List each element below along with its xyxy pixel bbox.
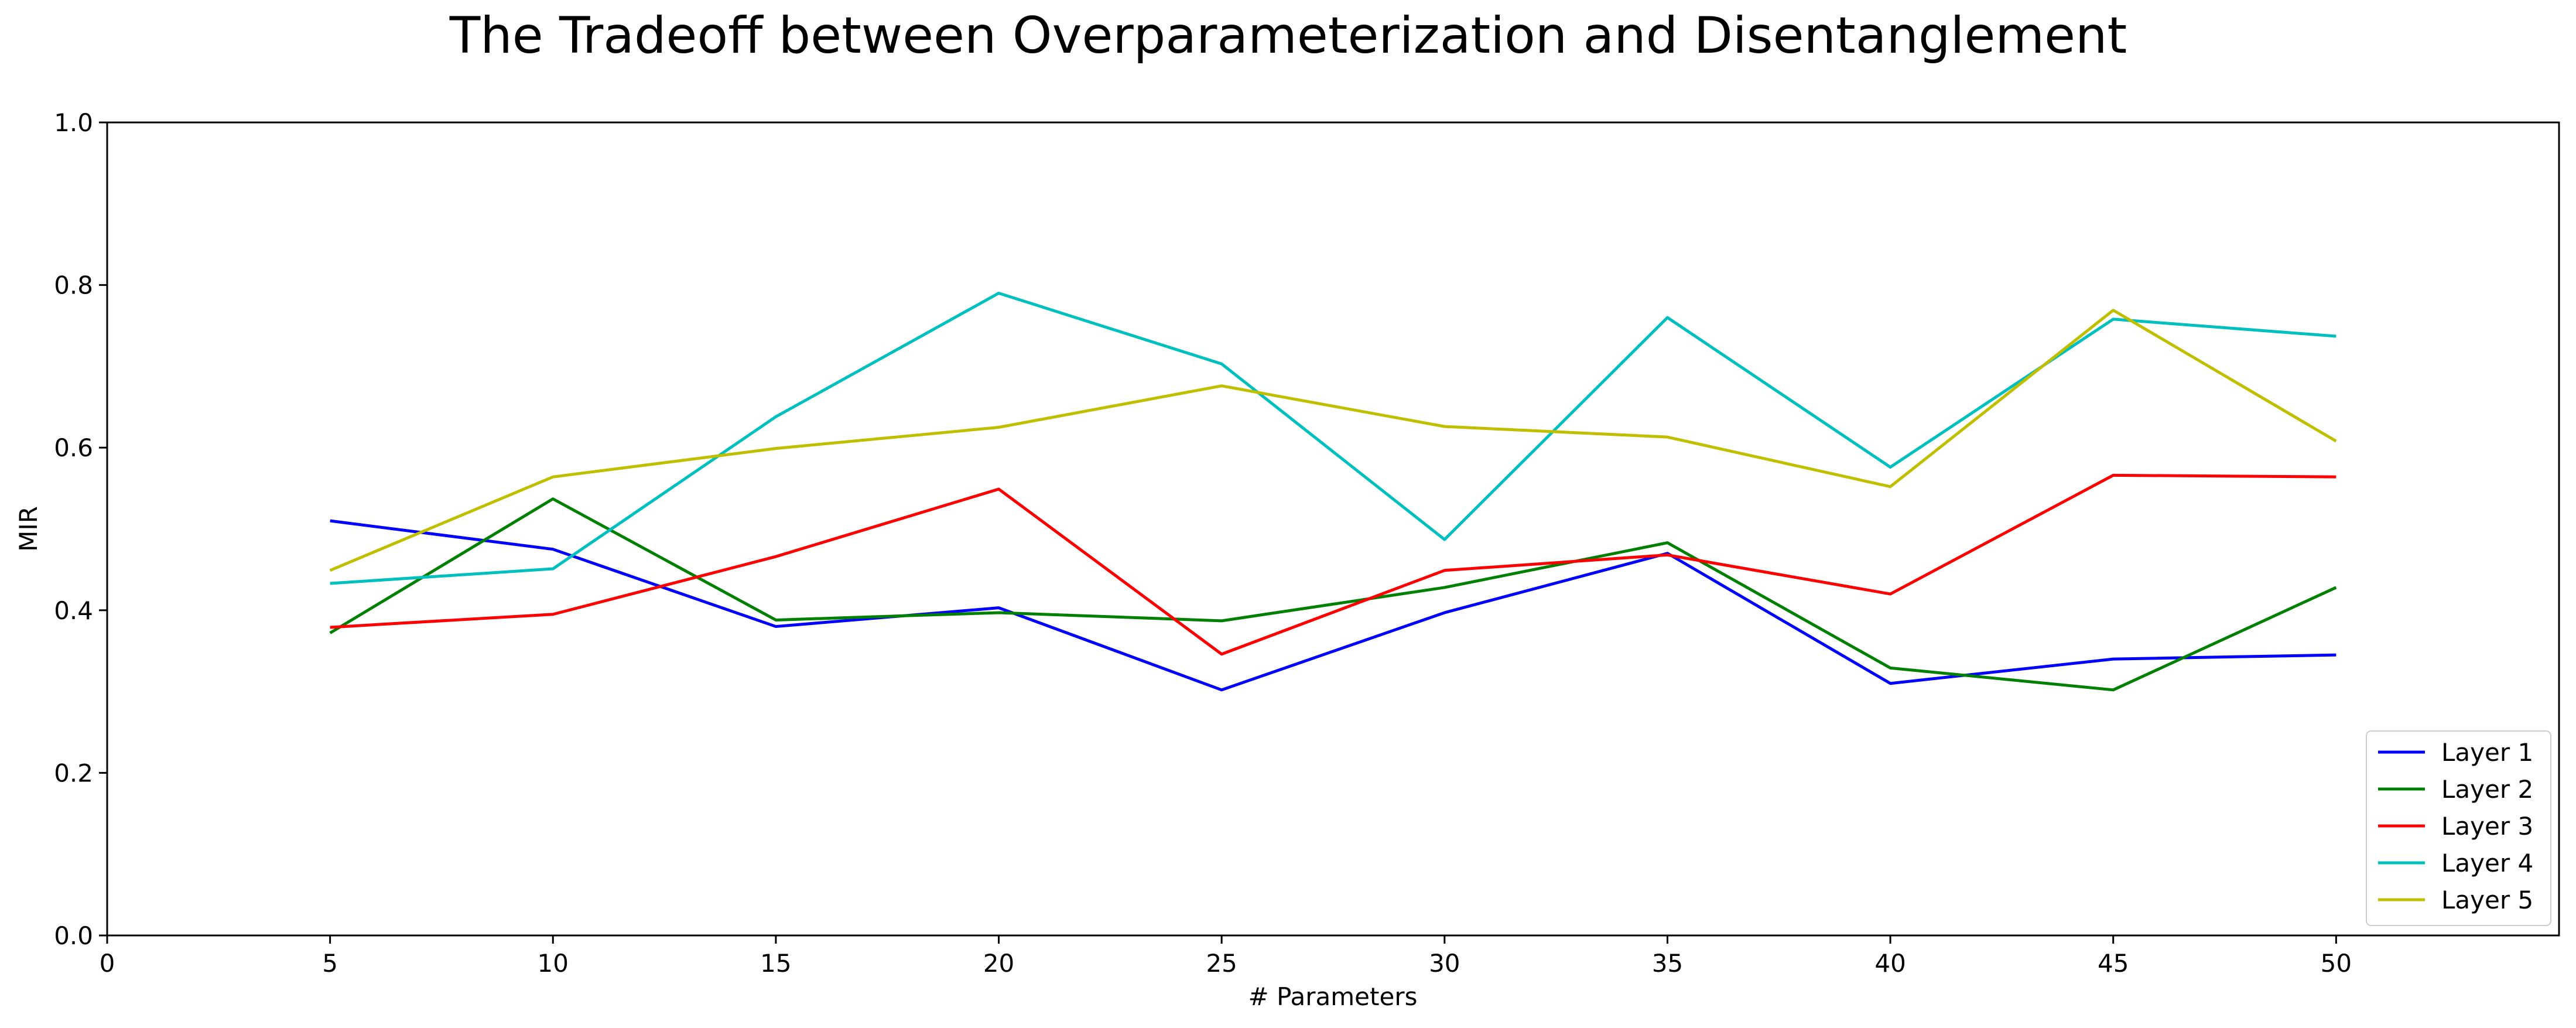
legend-box [2366, 730, 2551, 926]
x-axis-label: # Parameters [1248, 982, 1418, 1011]
series-line-layer-2 [329, 497, 2337, 692]
series-line-layer-3 [330, 473, 2336, 656]
y-tick-label: 0.0 [54, 921, 93, 950]
x-tick-label: 5 [322, 949, 338, 978]
x-tick-label: 25 [1206, 949, 1237, 978]
x-axis: 0 5 10 15 20 25 30 35 40 45 50 [100, 935, 2352, 978]
x-tick-label: 40 [1874, 949, 1906, 978]
x-tick-label: 20 [983, 949, 1014, 978]
x-tick-label: 45 [2098, 949, 2129, 978]
legend-label-layer-1: Layer 1 [2441, 738, 2533, 767]
x-tick-label: 50 [2321, 949, 2352, 978]
x-tick-label: 35 [1652, 949, 1683, 978]
series-line-layer-1 [330, 519, 2336, 692]
x-tick-label: 30 [1429, 949, 1460, 978]
series-line-layer-4 [330, 291, 2336, 585]
y-tick-label: 1.0 [54, 108, 93, 137]
y-tick-label: 0.8 [54, 271, 93, 300]
legend-label-layer-5: Layer 5 [2441, 886, 2533, 914]
legend: Layer 1 Layer 2 Layer 3 Layer 4 Layer 5 [2366, 730, 2551, 926]
y-tick-label: 0.4 [54, 596, 93, 625]
legend-label-layer-2: Layer 2 [2441, 775, 2533, 804]
x-tick-label: 0 [100, 949, 115, 978]
legend-label-layer-3: Layer 3 [2441, 812, 2533, 841]
x-tick-label: 10 [538, 949, 569, 978]
chart-title: The Tradeoff between Overparameterizatio… [449, 6, 2127, 65]
x-tick-label: 15 [760, 949, 791, 978]
y-axis-label: MIR [14, 506, 43, 552]
plot-area [329, 291, 2337, 692]
y-tick-label: 0.6 [54, 433, 93, 462]
plot-frame [106, 121, 2560, 937]
y-tick-label: 0.2 [54, 759, 93, 787]
legend-label-layer-4: Layer 4 [2441, 849, 2533, 877]
y-axis: 0.0 0.2 0.4 0.6 0.8 1.0 [54, 108, 107, 950]
series-line-layer-5 [329, 309, 2337, 572]
